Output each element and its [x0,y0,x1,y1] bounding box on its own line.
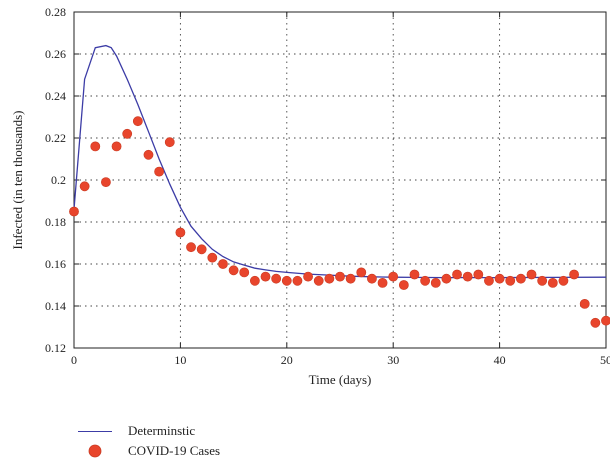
data-point [494,273,505,284]
legend-label-covid-cases: COVID-19 Cases [128,443,221,458]
data-point [590,317,601,328]
y-tick-label: 0.26 [45,47,66,61]
data-point [164,137,175,148]
legend-label-determinstic: Determinstic [128,423,196,438]
data-point [484,275,494,286]
data-point [420,275,431,286]
data-point [313,275,324,286]
series [69,44,610,328]
data-point [409,269,420,280]
data-point [196,244,207,255]
data-point [515,273,526,284]
data-point [292,275,303,286]
ticks: 0 10 20 30 40 50 0.12 0.14 0.16 0.18 0.2 0.22 0.24 0.… [45,5,610,367]
data-point [122,128,133,139]
data-point [345,273,356,284]
data-point [260,271,271,282]
x-tick-label: 0 [71,353,77,367]
data-point [324,273,335,284]
y-axis-label: Infected (in ten thousands) [10,111,25,250]
data-point [579,298,590,309]
data-point [69,206,79,217]
data-point [143,149,154,160]
data-point [303,271,313,282]
x-tick-label: 10 [174,353,186,367]
legend-item-covid-cases: COVID-19 Cases [78,441,220,461]
legend: Determinstic COVID-19 Cases [78,421,220,461]
data-point [175,227,186,238]
data-point [547,277,558,288]
data-point [473,269,484,280]
data-point [537,275,548,286]
x-tick-label: 50 [600,353,610,367]
y-tick-label: 0.14 [45,299,66,313]
data-point [377,277,388,288]
data-point [132,116,143,127]
series-line-determinstic [73,44,607,279]
x-tick-label: 20 [281,353,293,367]
x-tick-label: 30 [387,353,399,367]
y-tick-label: 0.18 [45,215,66,229]
y-tick-label: 0.24 [45,89,66,103]
x-axis-label: Time (days) [309,372,372,387]
y-tick-label: 0.12 [45,341,66,355]
data-point [569,269,579,280]
data-point [186,242,196,253]
y-tick-label: 0.22 [45,131,66,145]
data-point [505,275,516,286]
data-point [356,267,367,278]
data-point [367,273,377,284]
data-point [79,181,90,192]
y-tick-label: 0.2 [51,173,66,187]
data-point [101,177,111,187]
data-point [462,271,473,282]
data-point [281,275,292,286]
data-point [558,275,569,286]
data-point [207,252,218,263]
data-point [239,267,250,278]
data-point [398,280,409,290]
data-point [90,141,101,152]
data-point [441,273,452,284]
data-point [228,265,239,276]
data-point [111,141,122,152]
grid [74,12,606,348]
x-tick-label: 40 [494,353,506,367]
data-point [335,271,345,282]
data-point [218,259,228,269]
data-point [249,275,260,286]
data-point [452,269,462,280]
point-swatch [78,441,112,461]
data-point [154,166,165,177]
legend-item-determinstic: Determinstic [78,421,220,441]
data-point [430,277,441,288]
data-point [388,271,399,282]
data-point [526,269,537,280]
y-tick-label: 0.28 [45,5,66,19]
y-tick-label: 0.16 [45,257,66,271]
data-point [271,273,282,284]
data-point [601,315,610,326]
line-swatch [78,430,112,432]
point-swatch-icon [88,444,102,458]
